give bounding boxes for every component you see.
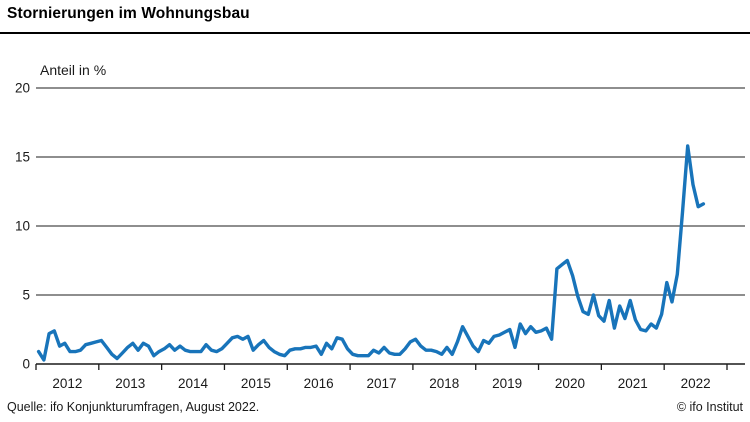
x-tick-label: 2017: [366, 376, 396, 391]
y-tick-label: 15: [15, 150, 30, 165]
chart-footer: Quelle: ifo Konjunkturumfragen, August 2…: [0, 400, 750, 414]
x-tick-label: 2014: [178, 376, 209, 391]
x-tick-label: 2015: [241, 376, 271, 391]
data-line: [36, 144, 706, 362]
y-tick-label: 10: [15, 219, 30, 234]
y-tick-label: 5: [22, 288, 30, 303]
x-tick-label: 2016: [304, 376, 334, 391]
footer-source: Quelle: ifo Konjunkturumfragen, August 2…: [7, 400, 260, 414]
x-tick-label: 2012: [52, 376, 82, 391]
title-rule: [0, 32, 750, 34]
y-tick-label: 20: [15, 81, 30, 96]
x-tick-label: 2020: [555, 376, 585, 391]
x-tick-label: 2019: [492, 376, 522, 391]
x-tick-label: 2021: [618, 376, 648, 391]
x-tick-label: 2018: [429, 376, 459, 391]
page-title: Stornierungen im Wohnungsbau: [7, 5, 250, 22]
x-tick-label: 2013: [115, 376, 145, 391]
y-axis-unit-label: Anteil in %: [40, 62, 107, 78]
y-tick-label: 0: [22, 357, 30, 372]
footer-copyright: © ifo Institut: [676, 400, 743, 414]
x-tick-label: 2022: [681, 376, 711, 391]
